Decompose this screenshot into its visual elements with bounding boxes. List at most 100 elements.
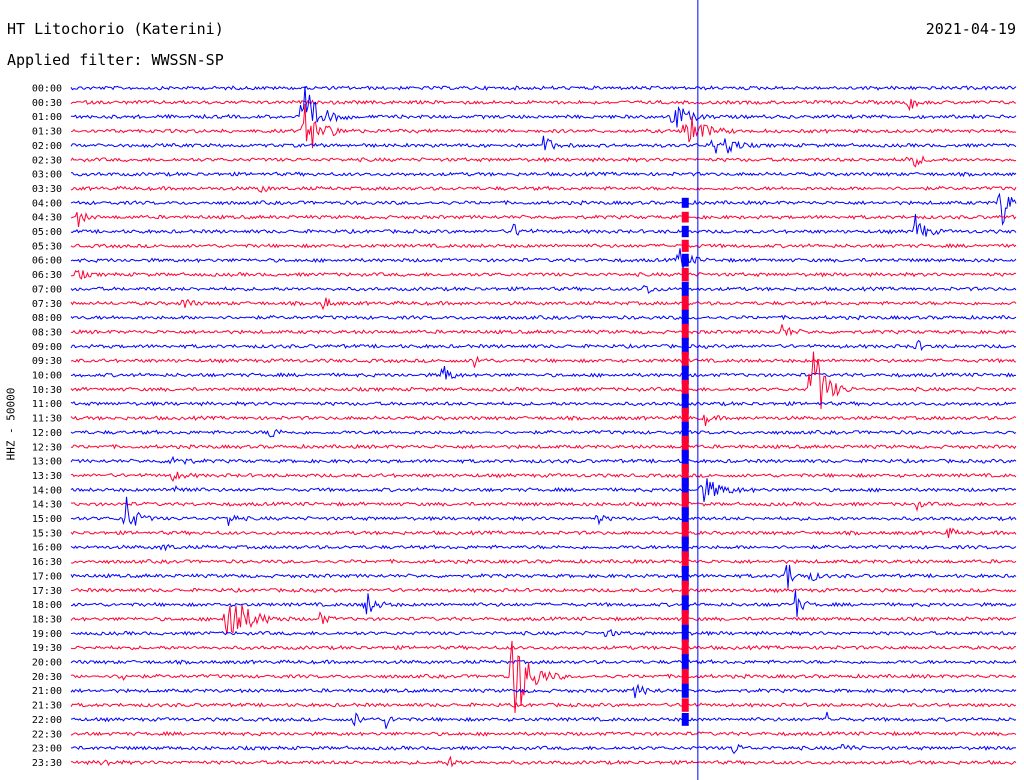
trace-line: [70, 471, 1017, 482]
y-tick-label: 10:30: [32, 385, 62, 396]
y-tick-label: 04:30: [32, 213, 62, 224]
y-tick-label: 13:30: [32, 471, 62, 482]
y-tick-label: 06:00: [32, 256, 62, 267]
y-tick-label: 08:30: [32, 327, 62, 338]
y-tick-label: 05:30: [32, 241, 62, 252]
trace-line: [70, 644, 1017, 651]
trace-line: [70, 242, 1017, 249]
y-tick-label: 12:00: [32, 428, 62, 439]
trace-line: [70, 212, 1017, 228]
y-tick-label: 15:30: [32, 528, 62, 539]
trace-line: [70, 628, 1017, 638]
trace-line: [70, 269, 1017, 280]
trace-line: [71, 86, 1017, 128]
y-tick-label: 19:30: [32, 643, 62, 654]
trace-line: [70, 501, 1017, 512]
y-tick-label: 05:00: [32, 227, 62, 238]
y-tick-label: 00:00: [32, 84, 62, 95]
quake-mark: [681, 365, 689, 385]
quake-mark: [681, 393, 689, 414]
trace-line: [70, 248, 1017, 269]
quake-mark: [681, 239, 689, 252]
y-tick-label: 02:30: [32, 155, 62, 166]
trace-line: [70, 324, 1016, 337]
quake-mark: [681, 351, 689, 370]
trace-line: [70, 85, 1017, 92]
quake-mark: [681, 225, 689, 238]
y-tick-label: 18:30: [32, 614, 62, 625]
quake-mark: [681, 683, 689, 698]
quake-mark: [681, 281, 689, 296]
y-tick-label: 22:30: [32, 729, 62, 740]
y-tick-label: 20:30: [32, 672, 62, 683]
y-tick-label: 21:30: [32, 701, 62, 712]
trace-line: [70, 214, 1017, 237]
quake-mark: [681, 477, 689, 502]
y-tick-label: 02:00: [32, 141, 62, 152]
y-tick-label: 07:30: [32, 299, 62, 310]
y-tick-label: 01:00: [32, 112, 62, 123]
trace-line: [70, 339, 1017, 352]
y-tick-label: 18:00: [32, 600, 62, 611]
trace-line: [70, 544, 1017, 552]
trace-line: [70, 185, 1017, 193]
trace-line: [70, 702, 1017, 708]
quake-mark: [681, 407, 689, 429]
quake-mark: [681, 507, 689, 530]
trace-line: [70, 351, 1017, 410]
y-tick-label: 08:00: [32, 313, 62, 324]
quake-mark: [681, 492, 689, 516]
y-tick-label: 03:30: [32, 184, 62, 195]
quake-mark: [681, 267, 689, 282]
quake-mark: [681, 379, 689, 399]
y-tick-label: 15:00: [32, 514, 62, 525]
y-tick-label: 17:00: [32, 571, 62, 582]
trace-line: [70, 755, 1017, 768]
quake-mark: [681, 197, 689, 208]
trace-line: [70, 428, 1017, 438]
y-tick-label: 23:00: [32, 744, 62, 755]
quake-mark: [681, 536, 689, 558]
trace-line: [70, 192, 1017, 226]
trace-line: [70, 365, 1017, 380]
trace-line: [70, 587, 1017, 594]
quake-mark: [681, 698, 689, 712]
quake-mark: [681, 713, 689, 726]
trace-line: [70, 455, 1017, 466]
trace-line: [70, 683, 1017, 699]
trace-line: [70, 527, 1017, 538]
quake-mark: [681, 668, 689, 684]
y-tick-label: 11:00: [32, 399, 62, 410]
y-tick-label: 10:00: [32, 371, 62, 382]
quake-mark: [681, 309, 689, 326]
quake-mark: [681, 654, 689, 670]
y-tick-label: 12:30: [32, 442, 62, 453]
y-tick-label: 20:00: [32, 658, 62, 669]
trace-line: [70, 103, 1017, 149]
trace-line: [70, 297, 1017, 311]
y-tick-label: 23:30: [32, 758, 62, 769]
quake-mark: [681, 639, 689, 656]
quake-mark: [681, 295, 689, 311]
y-tick-label: 03:00: [32, 170, 62, 181]
quake-mark: [681, 449, 689, 473]
quake-mark: [681, 435, 689, 458]
trace-line: [70, 285, 1017, 294]
station-title: HT Litochorio (Katerini): [7, 20, 224, 38]
y-tick-label: 17:30: [32, 586, 62, 597]
y-tick-label: 01:30: [32, 127, 62, 138]
trace-line: [70, 171, 1017, 178]
trace-line: [70, 711, 1017, 729]
trace-line: [70, 730, 1017, 737]
trace-line: [70, 135, 1017, 154]
y-tick-label: 14:30: [32, 500, 62, 511]
filter-label: Applied filter: WWSSN-SP: [7, 51, 224, 69]
y-tick-label: 04:00: [32, 198, 62, 209]
trace-line: [70, 414, 1017, 426]
quake-mark: [681, 624, 689, 642]
quake-mark: [681, 580, 689, 600]
trace-line: [70, 98, 1017, 112]
quake-mark: [681, 463, 689, 488]
quake-mark: [681, 566, 689, 586]
trace-line: [71, 443, 1017, 450]
